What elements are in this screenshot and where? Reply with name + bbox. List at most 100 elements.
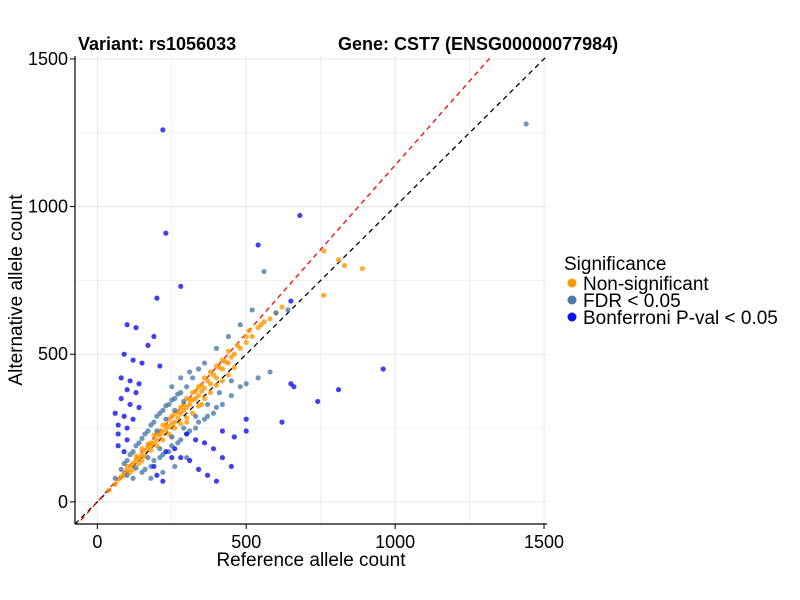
data-point [213,404,220,410]
data-point [219,401,226,408]
data-point [291,384,297,390]
data-point [124,425,130,431]
data-point [246,327,252,334]
data-point [151,457,157,464]
y-tick-label: 1000 [28,197,68,217]
data-point [127,401,133,408]
data-point [201,440,208,446]
data-point [157,363,163,369]
data-point [279,419,285,425]
data-point [184,415,190,421]
legend-entry-fdr: FDR < 0.05 [567,291,681,312]
data-point [112,481,118,487]
data-point [127,378,133,384]
data-point [195,466,202,472]
legend-entry-bonferroni: Bonferroni P-val < 0.05 [567,308,778,329]
data-point [243,339,249,346]
data-point [169,384,175,390]
legend-swatch-bonferroni [567,312,577,322]
x-tick-label: 500 [231,532,261,552]
x-tick-label: 1000 [375,532,415,552]
data-point [204,413,211,419]
data-point [160,437,166,443]
data-point [124,437,130,443]
data-point [169,434,175,440]
data-point [178,404,184,410]
data-point [249,333,255,340]
data-point [160,478,166,484]
data-point [148,440,154,446]
data-point [130,416,136,422]
data-point [154,437,160,443]
data-point [195,366,202,372]
data-point [145,454,151,461]
data-point [145,342,151,348]
data-point [181,425,187,431]
x-tick-label: 1500 [524,532,564,552]
data-point [321,248,327,254]
x-tick-label: 0 [92,532,102,552]
data-point [198,401,205,408]
data-point [237,322,243,328]
data-point [112,410,118,416]
data-point [255,375,261,381]
data-point [151,333,157,340]
data-point [204,401,211,408]
data-point [127,452,133,458]
data-point [267,369,273,375]
data-point [201,375,208,381]
data-point [184,431,190,437]
data-point [121,449,127,455]
data-point [178,375,184,381]
data-point [201,360,208,366]
data-point [335,387,342,393]
data-point [187,369,193,375]
legend: Significance Non-significant FDR < 0.05 … [564,254,778,329]
data-point [190,375,196,381]
data-point [160,469,166,475]
data-point [118,395,124,402]
data-point [231,364,237,371]
data-point [359,265,365,272]
data-point [231,434,237,440]
data-point [121,413,127,419]
data-point [172,463,178,470]
data-point [234,342,240,348]
data-point [121,460,127,467]
data-point [142,466,148,472]
data-point [193,425,199,431]
data-point [112,475,118,481]
data-point [115,422,121,428]
legend-swatch-non-significant [567,278,577,288]
data-point [255,242,261,248]
legend-swatch-fdr [567,295,577,305]
data-point [133,465,139,471]
legend-label-fdr: FDR < 0.05 [583,291,681,312]
data-point [243,416,249,422]
data-point [207,390,214,396]
data-point [213,345,220,351]
data-point [225,333,231,340]
series-0 [106,248,365,493]
data-point [175,391,181,397]
data-point [213,478,220,484]
data-point [315,398,321,405]
data-point [195,392,202,399]
data-points [106,121,529,493]
data-point [163,449,169,455]
data-point [297,212,303,219]
reference-lines [75,56,547,524]
data-point [207,369,214,375]
data-point [124,322,130,328]
gridlines [75,56,547,524]
data-point [321,292,327,298]
data-point [190,390,196,396]
data-point [178,437,184,443]
data-point [380,366,386,372]
data-point [130,357,136,363]
series-2 [112,127,386,484]
data-point [136,381,142,387]
legend-entry-non-significant: Non-significant [567,274,709,295]
data-point [151,463,157,470]
data-point [219,454,226,461]
